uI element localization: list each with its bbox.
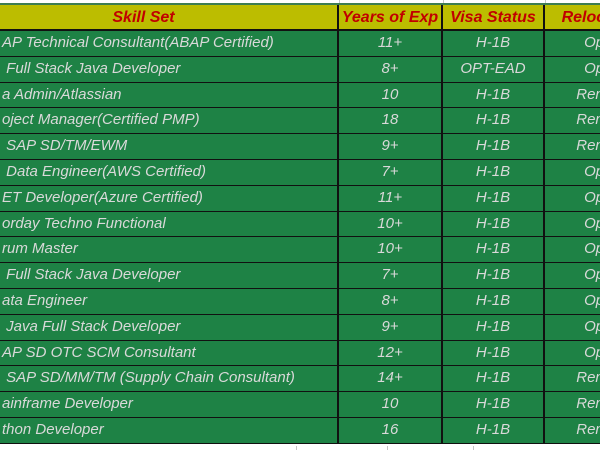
reloc-cell[interactable]: Open xyxy=(584,240,600,258)
skill-cell[interactable]: Full Stack Java Developer xyxy=(0,263,339,288)
reloc-cell[interactable]: Open xyxy=(584,188,600,206)
gridline xyxy=(545,0,546,3)
header-cell-relocation[interactable]: Relocation xyxy=(561,9,600,26)
visa-cell[interactable]: H-1B xyxy=(443,211,545,237)
reloc-cell[interactable]: Remote xyxy=(576,395,600,413)
gridline xyxy=(387,446,388,450)
visa-cell[interactable]: H-1B xyxy=(443,82,545,108)
top-white-strip xyxy=(0,0,600,3)
visa-cell[interactable]: H-1B xyxy=(443,263,545,288)
years-cell[interactable]: 7+ xyxy=(339,263,443,288)
reloc-cell[interactable]: Open xyxy=(584,343,600,361)
gridline xyxy=(443,0,444,3)
table-row: Data Engineer(AWS Certified)7+H-1B Open xyxy=(0,159,600,186)
header-cell-skill-set[interactable]: Skill Set xyxy=(0,5,339,29)
visa-cell[interactable]: H-1B xyxy=(443,417,545,443)
reloc-cell[interactable]: Remote xyxy=(576,85,600,103)
skill-cell[interactable]: ET Developer(Azure Certified) xyxy=(0,185,339,211)
years-cell[interactable]: 8+ xyxy=(339,288,443,314)
years-cell[interactable]: 9+ xyxy=(339,314,443,340)
reloc-cell[interactable]: Open xyxy=(584,291,600,309)
years-cell[interactable]: 10 xyxy=(339,392,443,417)
gridline xyxy=(339,0,340,3)
bottom-white-strip xyxy=(0,446,600,450)
skill-cell[interactable]: rum Master xyxy=(0,237,339,263)
visa-cell[interactable]: H-1B xyxy=(443,31,545,56)
table-row: SAP SD/MM/TM (Supply Chain Consultant) 14… xyxy=(0,366,600,393)
years-cell[interactable]: 14+ xyxy=(339,366,443,392)
reloc-cell[interactable]: Remote xyxy=(576,369,600,387)
skill-cell[interactable]: orday Techno Functional xyxy=(0,211,339,237)
skill-cell[interactable]: Java Full Stack Developer xyxy=(0,314,339,340)
visa-cell[interactable]: H-1B xyxy=(443,185,545,211)
skill-cell[interactable]: ainframe Developer xyxy=(0,392,339,417)
years-cell[interactable]: 12+ xyxy=(339,340,443,366)
visa-cell[interactable]: H-1B xyxy=(443,159,545,185)
skill-cell[interactable]: oject Manager(Certified PMP) xyxy=(0,108,339,134)
reloc-cell[interactable]: Open xyxy=(584,317,600,335)
visa-cell[interactable]: H-1B xyxy=(443,340,545,366)
visa-cell[interactable]: OPT-EAD xyxy=(443,56,545,82)
table-body: AP Technical Consultant(ABAP Certified) 1… xyxy=(0,31,600,444)
years-cell[interactable]: 10+ xyxy=(339,237,443,263)
reloc-cell[interactable]: Open xyxy=(584,162,600,180)
skill-cell[interactable]: AP SD OTC SCM Consultant xyxy=(0,340,339,366)
skill-cell[interactable]: thon Developer xyxy=(0,417,339,443)
skill-cell[interactable]: ata Engineer xyxy=(0,288,339,314)
visa-cell[interactable]: H-1B xyxy=(443,314,545,340)
visa-cell[interactable]: H-1B xyxy=(443,392,545,417)
years-cell[interactable]: 8+ xyxy=(339,56,443,82)
years-cell[interactable]: 10+ xyxy=(339,211,443,237)
skills-table: Skill Set Years of Exp Visa Status Reloc… xyxy=(0,5,600,444)
years-cell[interactable]: 11+ xyxy=(339,31,443,56)
years-cell[interactable]: 10 xyxy=(339,82,443,108)
years-cell[interactable]: 9+ xyxy=(339,134,443,159)
reloc-cell[interactable]: Remote xyxy=(576,420,600,438)
gridline xyxy=(473,446,474,450)
table-row: oject Manager(Certified PMP)18H-1B Remote xyxy=(0,108,600,135)
visa-cell[interactable]: H-1B xyxy=(443,366,545,392)
years-cell[interactable]: 18 xyxy=(339,108,443,134)
skill-cell[interactable]: AP Technical Consultant(ABAP Certified) xyxy=(0,31,339,56)
table-top-border xyxy=(0,3,600,5)
table-row: AP Technical Consultant(ABAP Certified) 1… xyxy=(0,31,600,57)
visa-cell[interactable]: H-1B xyxy=(443,108,545,134)
visa-cell[interactable]: H-1B xyxy=(443,237,545,263)
skill-cell[interactable]: a Admin/Atlassian xyxy=(0,82,339,108)
header-cell-visa-status[interactable]: Visa Status xyxy=(443,5,545,29)
reloc-cell[interactable]: Open xyxy=(584,34,600,51)
header-cell-years-of-exp[interactable]: Years of Exp xyxy=(339,5,443,29)
years-cell[interactable]: 7+ xyxy=(339,159,443,185)
years-cell[interactable]: 16 xyxy=(339,417,443,443)
visa-cell[interactable]: H-1B xyxy=(443,134,545,159)
reloc-cell[interactable]: Open xyxy=(584,59,600,77)
reloc-cell[interactable]: Remote xyxy=(576,111,600,129)
years-cell[interactable]: 11+ xyxy=(339,185,443,211)
visa-cell[interactable]: H-1B xyxy=(443,288,545,314)
reloc-cell[interactable]: Open xyxy=(584,266,600,284)
skill-cell[interactable]: SAP SD/TM/EWM xyxy=(0,134,339,159)
skill-cell[interactable]: Data Engineer(AWS Certified) xyxy=(0,159,339,185)
table-row: ET Developer(Azure Certified)11+H-1B Open xyxy=(0,185,600,212)
skill-cell[interactable]: SAP SD/MM/TM (Supply Chain Consultant) xyxy=(0,366,339,392)
gridline xyxy=(296,446,297,450)
header-row: Skill Set Years of Exp Visa Status Reloc… xyxy=(0,5,600,31)
reloc-cell[interactable]: Remote xyxy=(576,137,600,155)
skill-cell[interactable]: Full Stack Java Developer xyxy=(0,56,339,82)
reloc-cell[interactable]: Open xyxy=(584,214,600,232)
